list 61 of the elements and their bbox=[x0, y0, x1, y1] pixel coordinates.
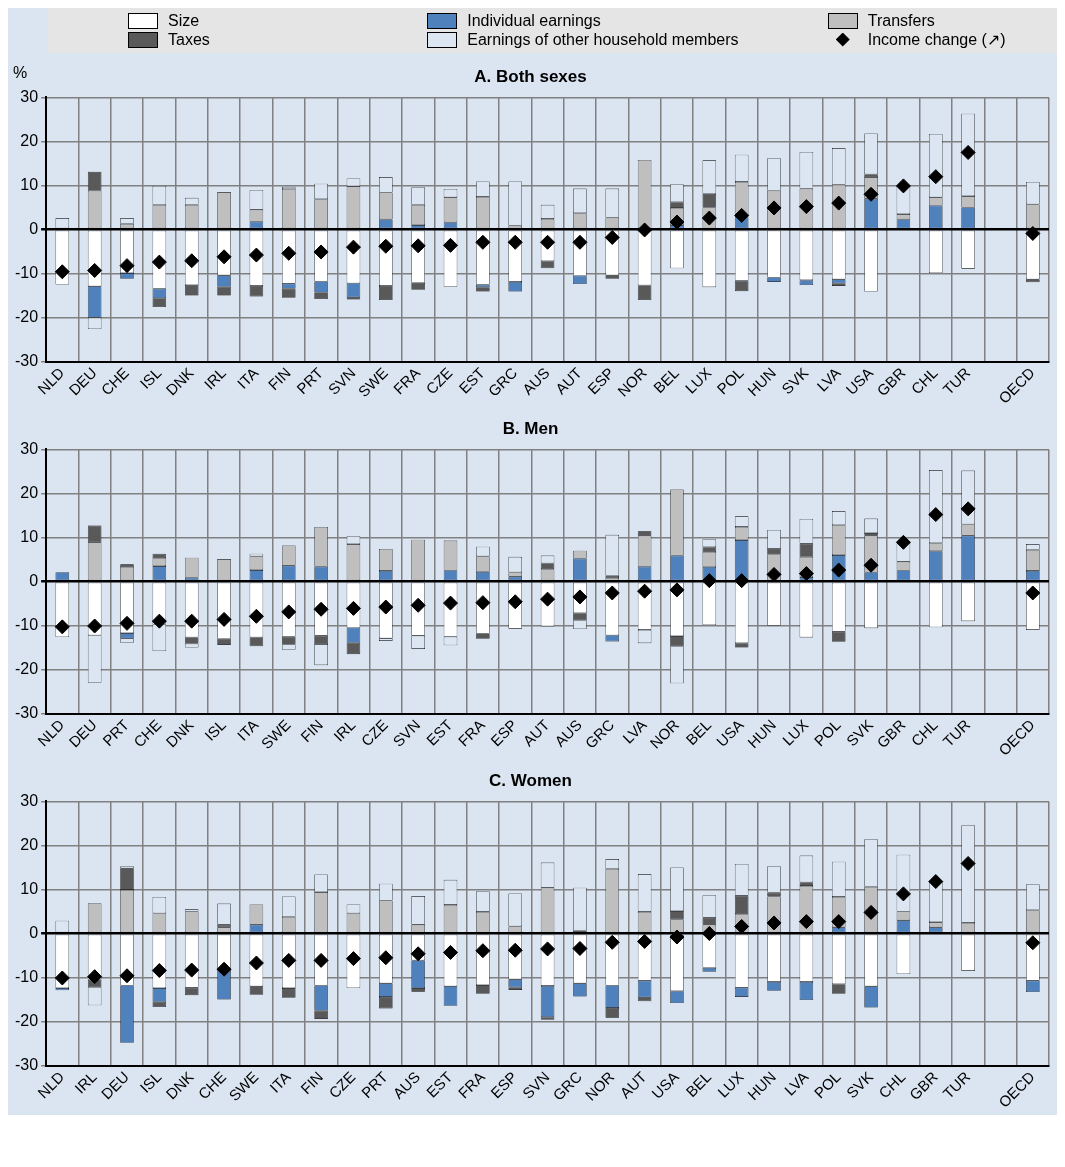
x-tick-label: ITA bbox=[266, 1068, 294, 1096]
chart-title: B. Men bbox=[502, 418, 559, 438]
x-tick-label: ISL bbox=[136, 1068, 165, 1096]
y-tick-label: -30 bbox=[15, 352, 39, 370]
x-tick-label: USA bbox=[712, 716, 747, 750]
y-tick-label: -20 bbox=[15, 308, 39, 325]
y-tick-label: 20 bbox=[20, 835, 39, 853]
y-tick-label: 30 bbox=[20, 439, 39, 457]
x-tick-label: ISL bbox=[201, 716, 230, 744]
x-tick-label: IRL bbox=[200, 364, 230, 393]
y-tick-label: -10 bbox=[15, 967, 39, 985]
y-tick-label: -20 bbox=[15, 660, 39, 677]
x-tick-label: USA bbox=[648, 1068, 683, 1102]
y-tick-label: 30 bbox=[20, 791, 39, 809]
x-tick-label: LVA bbox=[813, 364, 844, 395]
legend-label: Income change (↗) bbox=[867, 30, 1006, 49]
legend-label: Transfers bbox=[867, 12, 935, 30]
x-tick-label: USA bbox=[842, 364, 877, 398]
y-tick-label: -10 bbox=[15, 263, 39, 281]
y-tick-label: 0 bbox=[29, 571, 39, 589]
x-tick-label: POL bbox=[810, 1068, 844, 1102]
y-tick-label: 20 bbox=[20, 131, 39, 149]
x-tick-label: POL bbox=[810, 716, 844, 750]
y-tick-label: 0 bbox=[29, 923, 39, 941]
x-tick-label: FIN bbox=[297, 1068, 327, 1098]
x-tick-label: BEL bbox=[649, 364, 683, 397]
x-tick-label: FIN bbox=[264, 364, 294, 394]
x-tick-label: TUR bbox=[939, 363, 974, 398]
y-tick-label: 10 bbox=[20, 527, 39, 545]
legend-label: Taxes bbox=[168, 30, 210, 49]
x-tick-label: CHL bbox=[907, 716, 941, 750]
x-tick-label: IRL bbox=[71, 1068, 100, 1097]
legend-label: Earnings of other household members bbox=[467, 30, 739, 49]
x-tick-label: TUR bbox=[939, 1067, 974, 1102]
y-tick-label: 10 bbox=[20, 879, 39, 897]
y-tick-label: -30 bbox=[15, 704, 39, 722]
y-tick-label: 20 bbox=[20, 483, 39, 501]
y-axis-title: % bbox=[13, 63, 28, 81]
x-tick-label: LVA bbox=[619, 716, 650, 747]
chart-title: A. Both sexes bbox=[474, 66, 587, 86]
x-tick-label: TUR bbox=[939, 715, 974, 750]
y-tick-label: 30 bbox=[20, 87, 39, 105]
legend-label: Individual earnings bbox=[467, 12, 601, 30]
x-tick-label: IRL bbox=[329, 716, 359, 745]
x-tick-label: ITA bbox=[233, 716, 262, 744]
legend-label: Size bbox=[168, 12, 200, 30]
x-tick-label: ITA bbox=[233, 364, 262, 392]
x-tick-label: ISL bbox=[136, 364, 165, 392]
y-tick-label: -10 bbox=[15, 615, 39, 633]
x-tick-label: CHL bbox=[875, 1068, 909, 1102]
x-tick-label: CHL bbox=[907, 364, 941, 398]
x-tick-label: LVA bbox=[780, 1068, 812, 1099]
x-tick-label: POL bbox=[713, 364, 747, 398]
y-tick-label: 10 bbox=[20, 175, 39, 193]
x-tick-label: BEL bbox=[682, 716, 715, 749]
y-tick-label: -20 bbox=[15, 1012, 39, 1029]
x-tick-label: BEL bbox=[682, 1068, 715, 1101]
y-tick-label: 0 bbox=[29, 219, 39, 237]
y-tick-label: -30 bbox=[15, 1056, 39, 1074]
x-tick-label: FIN bbox=[297, 716, 327, 746]
chart-title: C. Women bbox=[489, 770, 572, 790]
